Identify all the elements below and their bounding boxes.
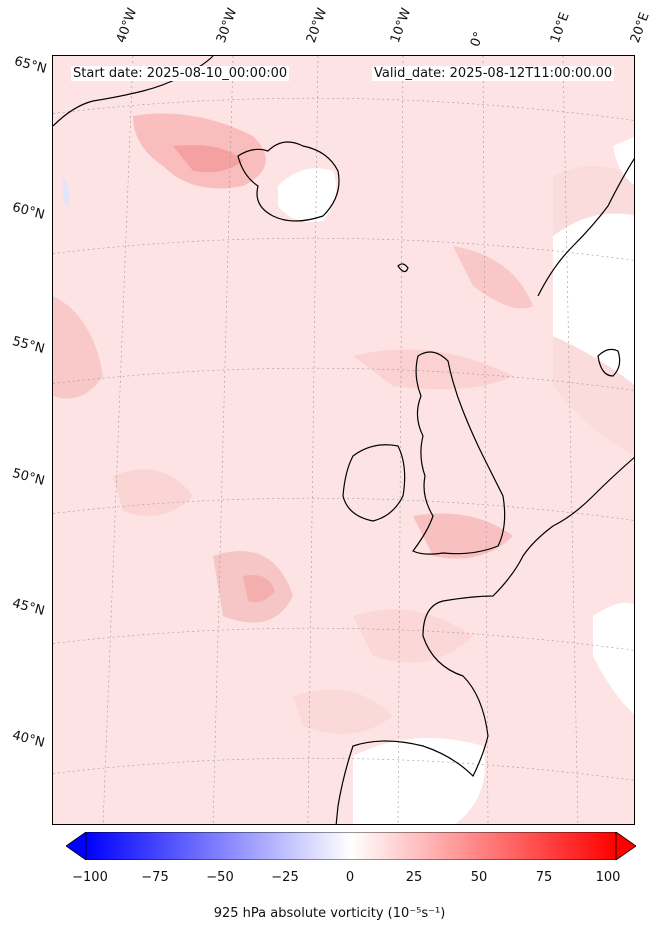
iceland-coast xyxy=(237,141,340,222)
coastlines xyxy=(53,56,634,824)
lat-label-45n: 45°N xyxy=(10,596,47,619)
colorbar-gradient xyxy=(85,832,617,860)
lon-label-10w: 10°W xyxy=(387,6,415,45)
colorbar xyxy=(66,832,636,860)
lon-label-40w: 40°W xyxy=(113,6,141,45)
great-britain-coast xyxy=(412,351,506,555)
faroe-shetland xyxy=(397,263,409,273)
colorbar-tick: 100 xyxy=(595,870,621,885)
colorbar-extend-high xyxy=(615,832,636,860)
map-panel[interactable] xyxy=(52,55,635,825)
lat-label-65n: 65°N xyxy=(12,54,49,77)
start-date-label: Start date: 2025-08-10_00:00:00 xyxy=(71,66,290,81)
lat-label-55n: 55°N xyxy=(10,334,47,357)
ireland-coast xyxy=(342,444,406,522)
colorbar-tick: 50 xyxy=(470,870,488,885)
lon-label-20w: 20°W xyxy=(303,6,331,45)
denmark-coast xyxy=(597,348,621,377)
scandinavia-coast xyxy=(537,158,634,297)
lat-label-50n: 50°N xyxy=(10,466,47,489)
colorbar-tick: −50 xyxy=(206,870,234,885)
colorbar-tick: −100 xyxy=(72,870,108,885)
colorbar-label: 925 hPa absolute vorticity (10⁻⁵s⁻¹) xyxy=(213,906,446,921)
valid-date-label: Valid_date: 2025-08-12T11:00:00.00 xyxy=(372,66,615,81)
lon-label-30w: 30°W xyxy=(213,6,241,45)
colorbar-tick: 0 xyxy=(345,870,355,885)
lon-label-10e: 10°E xyxy=(547,10,573,46)
lon-label-20e: 20°E xyxy=(627,10,653,46)
colorbar-tick: 75 xyxy=(535,870,553,885)
continental-coast xyxy=(335,456,634,824)
lat-label-40n: 40°N xyxy=(10,728,47,751)
colorbar-tick: −25 xyxy=(271,870,299,885)
vorticity-map xyxy=(53,56,634,824)
graticule xyxy=(53,56,634,824)
colorbar-extend-low xyxy=(66,832,87,860)
lon-label-0: 0° xyxy=(467,29,488,49)
lat-label-60n: 60°N xyxy=(10,200,47,223)
colorbar-tick: 25 xyxy=(405,870,423,885)
colorbar-tick: −75 xyxy=(141,870,169,885)
